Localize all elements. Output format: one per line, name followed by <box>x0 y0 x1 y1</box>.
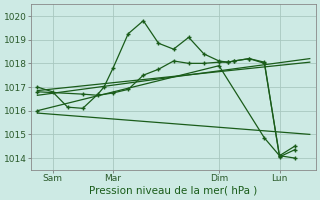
X-axis label: Pression niveau de la mer( hPa ): Pression niveau de la mer( hPa ) <box>90 186 258 196</box>
